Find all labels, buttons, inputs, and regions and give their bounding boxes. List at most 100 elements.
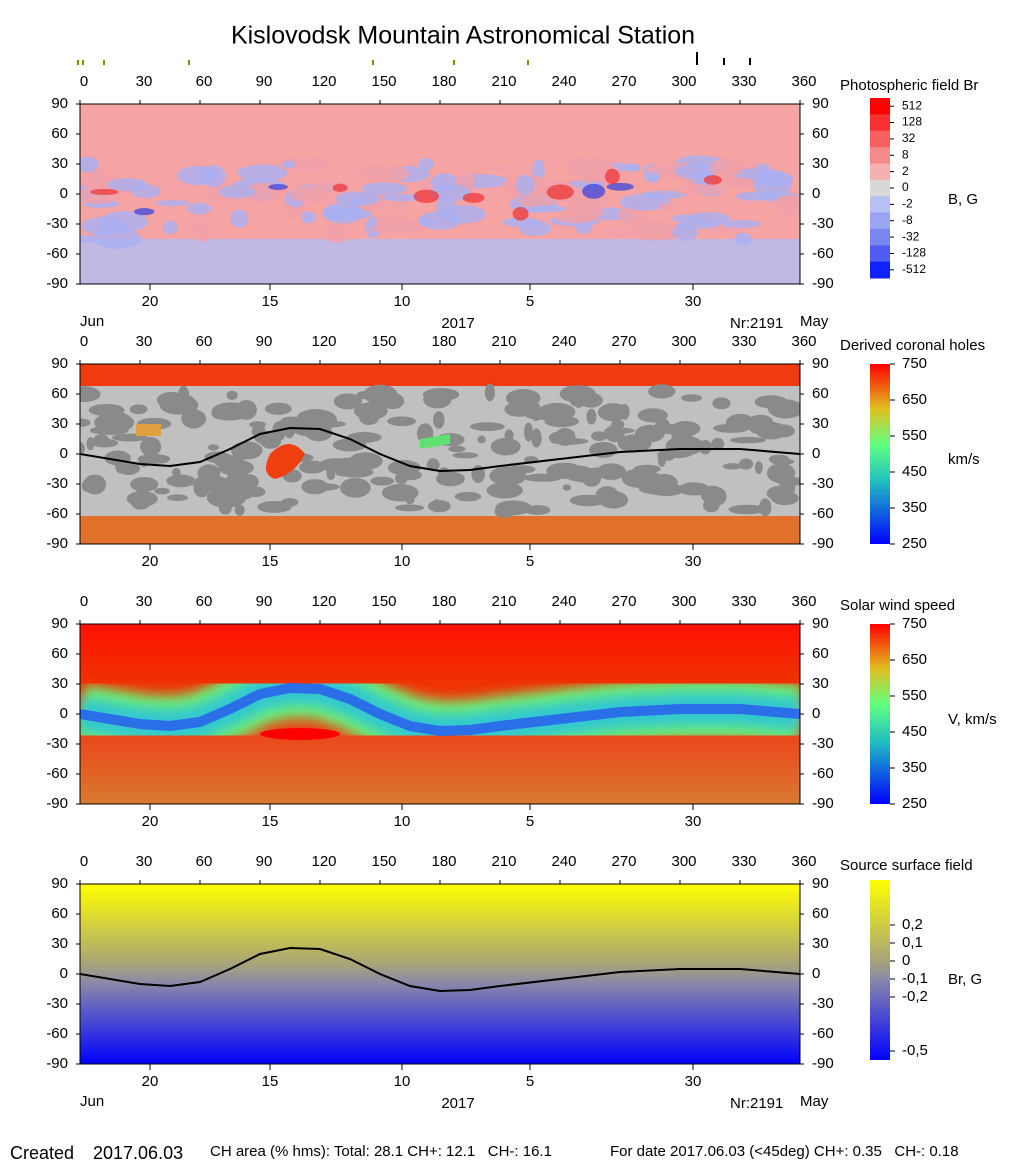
date-tick-label: 20 (142, 813, 159, 830)
ch-cell (768, 454, 790, 464)
date-tick-label: 30 (685, 813, 702, 830)
colorbar-tick-label: -128 (902, 246, 926, 260)
colorbar-tick-label: 0 (902, 952, 910, 969)
date-tick-label: 30 (685, 293, 702, 310)
colorbar-band (870, 179, 890, 197)
ch-cell (109, 412, 124, 421)
y-tick-label-right: 90 (812, 95, 829, 112)
x-tick-label: 30 (136, 593, 153, 610)
x-tick-label: 330 (731, 853, 756, 870)
colorbar-tick-label: -0,5 (902, 1042, 928, 1059)
field-patch (230, 209, 249, 228)
field-patch (324, 205, 346, 222)
x-tick-label: 90 (256, 853, 273, 870)
ch-cell (648, 384, 676, 399)
ch-cell (264, 402, 292, 415)
y-tick-label: -30 (46, 735, 68, 752)
y-tick-label-right: 90 (812, 355, 829, 372)
y-tick-label: 30 (51, 155, 68, 172)
ch-cell (181, 409, 207, 429)
ch-cell (381, 393, 405, 410)
field-patch (519, 194, 556, 208)
ch-cell (611, 419, 625, 429)
colorbar-band (870, 114, 890, 132)
x-tick-label: 210 (491, 593, 516, 610)
year: 2017 (441, 315, 474, 332)
y-tick-label-right: 90 (812, 615, 829, 632)
y-tick-label-right: 0 (812, 705, 820, 722)
field-patch (633, 224, 686, 239)
x-tick-label: 150 (371, 593, 396, 610)
y-tick-label-right: 0 (812, 445, 820, 462)
field-patch (674, 164, 719, 179)
y-tick-label-right: 30 (812, 415, 829, 432)
x-tick-label: 60 (196, 593, 213, 610)
y-tick-label: 0 (60, 445, 68, 462)
date-tick-label: 20 (142, 1073, 159, 1090)
ch-cell (125, 434, 143, 441)
colorbar-tick-label: 8 (902, 147, 909, 161)
colorbar-band (870, 228, 890, 246)
month-right: May (800, 313, 829, 330)
colorbar-tick-label: -8 (902, 213, 913, 227)
field-patch (369, 226, 419, 233)
ch-cell (712, 397, 731, 410)
y-tick-label-right: -90 (812, 795, 834, 812)
ch-cell (80, 418, 91, 427)
x-tick-label: 330 (731, 73, 756, 90)
created-label: Created (10, 1143, 74, 1163)
ch-cell (197, 464, 221, 483)
ch-cell (167, 494, 188, 502)
ch-cell (432, 499, 442, 512)
field-patch (282, 160, 297, 169)
field-patch (734, 232, 752, 246)
ch-cell (486, 482, 523, 499)
y-tick-label-right: -60 (812, 505, 834, 522)
ch-cell (771, 491, 799, 506)
month-left: Jun (80, 313, 104, 330)
ch-cell (436, 471, 465, 487)
field-patch (556, 212, 600, 224)
y-tick-label-right: 0 (812, 965, 820, 982)
ch-cell (524, 505, 551, 515)
y-tick-label-right: -60 (812, 765, 834, 782)
field-patch (502, 217, 541, 228)
ch-cell (259, 433, 282, 449)
field-patch (335, 191, 381, 206)
ch-cell (738, 458, 754, 470)
year: 2017 (441, 1095, 474, 1112)
colorbar-tick-label: 750 (902, 355, 927, 372)
x-tick-label: 270 (611, 853, 636, 870)
rotation: Nr:2191 (730, 315, 783, 332)
x-tick-label: 240 (551, 853, 576, 870)
ch-cell (523, 422, 533, 442)
date-tick-label: 15 (262, 293, 279, 310)
ch-cell (470, 422, 505, 432)
colorbar-band (870, 147, 890, 164)
field-patch (486, 164, 512, 171)
panel-title: Solar wind speed (840, 597, 955, 614)
ch-cell (158, 456, 169, 464)
field-patch (735, 191, 776, 201)
y-tick-label: 0 (60, 965, 68, 982)
x-tick-label: 60 (196, 73, 213, 90)
colorbar-tick-label: 750 (902, 615, 927, 632)
y-tick-label-right: 30 (812, 155, 829, 172)
x-tick-label: 60 (196, 853, 213, 870)
map (80, 104, 800, 284)
field-patch (515, 174, 535, 195)
y-tick-label: 30 (51, 935, 68, 952)
y-tick-label: -60 (46, 765, 68, 782)
ch-cell (452, 452, 479, 459)
colorbar-tick-label: -0,1 (902, 970, 928, 987)
field-patch (753, 176, 792, 196)
colorbar-tick-label: 550 (902, 427, 927, 444)
field-patch (186, 202, 212, 215)
field-patch (673, 184, 729, 196)
x-tick-label: 30 (136, 73, 153, 90)
y-tick-label: 60 (51, 905, 68, 922)
colorbar-tick-label: 350 (902, 759, 927, 776)
colorbar (870, 880, 890, 1060)
x-tick-label: 180 (431, 73, 456, 90)
ch-cell (578, 392, 603, 408)
